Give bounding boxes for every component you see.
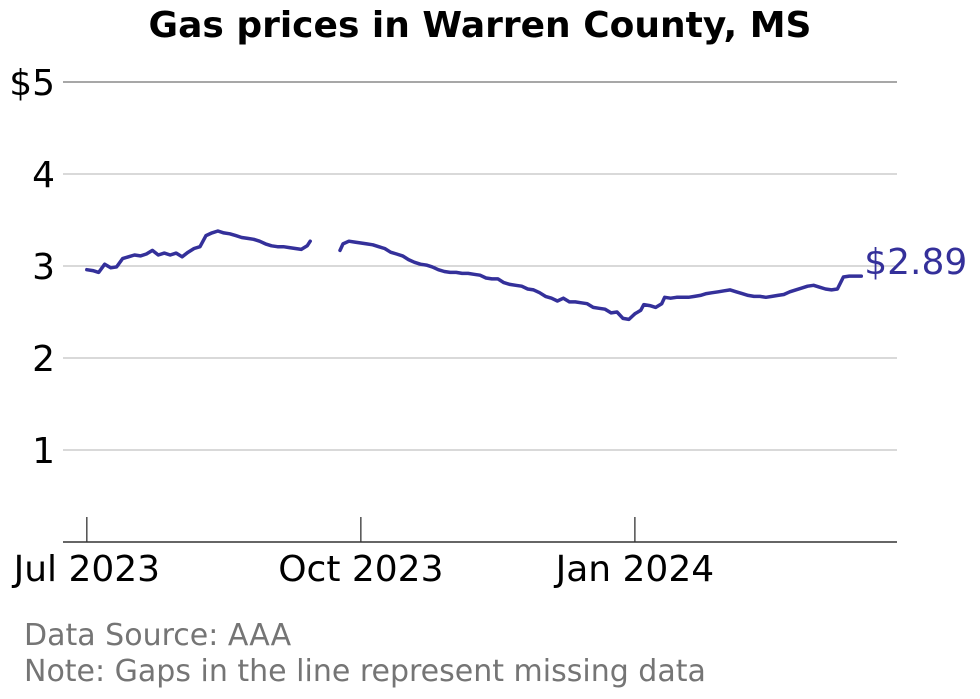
y-tick-label: 4 (32, 155, 55, 196)
x-axis-ticks: Jul 2023 Oct 2023 Jan 2024 (12, 517, 715, 590)
gas-price-chart: Gas prices in Warren County, MS 1 2 3 4 $5 J… (9, 5, 967, 590)
y-axis-tick-labels: 1 2 3 4 $5 (9, 63, 55, 472)
price-line-segment (85, 229, 312, 275)
y-tick-label: 3 (32, 247, 55, 288)
data-source-note: Data Source: AAA (24, 618, 292, 653)
x-tick-label: Oct 2023 (278, 549, 443, 590)
price-line-segment (338, 239, 864, 322)
y-tick-label: 1 (32, 431, 55, 472)
y-tick-label: $5 (9, 63, 55, 104)
y-tick-label: 2 (32, 339, 55, 380)
chart-title: Gas prices in Warren County, MS (149, 5, 812, 46)
latest-price-label: $2.89 (864, 242, 967, 283)
x-tick-label: Jan 2024 (554, 549, 715, 590)
gridlines (63, 81, 897, 451)
missing-data-note: Note: Gaps in the line represent missing… (24, 654, 706, 689)
x-tick-label: Jul 2023 (12, 549, 161, 590)
price-series (85, 229, 864, 322)
